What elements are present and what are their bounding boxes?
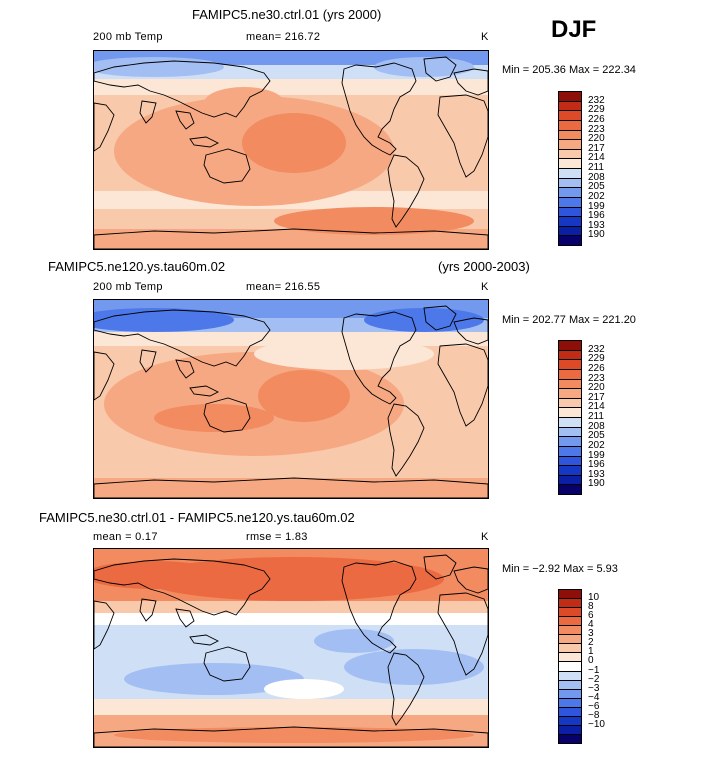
colorbar-tick-label: 193 — [588, 219, 605, 231]
season-label: DJF — [551, 16, 597, 43]
colorbar-tick-label: 4 — [588, 619, 594, 631]
colorbar-tick-label: 0 — [588, 655, 594, 667]
panel1-title: FAMIPC5.ne30.ctrl.01 (yrs 2000) — [192, 7, 382, 22]
colorbar-tick-label: −2 — [588, 673, 600, 685]
colorbar-tick-label: 220 — [588, 133, 605, 145]
colorbar-tick-label: −4 — [588, 691, 600, 703]
colorbar-tick-label: 229 — [588, 104, 605, 116]
colorbar-tick-label: 208 — [588, 171, 605, 183]
panel3-colorbar: 10 8 6 4 3 2 1 0 −1 −2 −3 −4 −6 −8 −10 — [558, 589, 605, 744]
panel3-rmse-label: rmse = 1.83 — [246, 531, 308, 543]
colorbar-tick-label: 223 — [588, 372, 605, 384]
colorbar-tick-label: 202 — [588, 439, 605, 451]
colorbar-tick-label: 10 — [588, 592, 600, 604]
colorbar-tick-label: 211 — [588, 411, 604, 422]
panel2-title-years: (yrs 2000-2003) — [438, 259, 530, 274]
colorbar-tick-label: 8 — [588, 601, 594, 613]
colorbar-tick-label: 232 — [588, 94, 605, 106]
colorbar-swatch — [558, 733, 582, 744]
colorbar-tick-label: 193 — [588, 468, 605, 480]
panel2-unit-label: K — [481, 281, 489, 293]
colorbar-tick-label: 211 — [588, 162, 604, 173]
colorbar-tick-label: 205 — [588, 181, 605, 193]
colorbar-tick-label: 1 — [588, 646, 594, 658]
panel2-map — [93, 299, 489, 499]
colorbar-tick-label: 214 — [588, 152, 605, 164]
panel1-mean-label: mean= 216.72 — [246, 31, 321, 43]
colorbar-tick-label: 6 — [588, 610, 594, 622]
colorbar-tick-label: −10 — [588, 718, 605, 730]
colorbar-tick-label: 190 — [588, 229, 605, 241]
colorbar-swatch — [558, 484, 582, 495]
colorbar-tick-label: 214 — [588, 401, 605, 413]
panel2-mean-label: mean= 216.55 — [246, 281, 321, 293]
colorbar-tick-label: 217 — [588, 142, 605, 154]
colorbar-tick-label: 220 — [588, 382, 605, 394]
colorbar-tick-label: 226 — [588, 362, 605, 374]
colorbar-tick-label: −8 — [588, 709, 600, 721]
panel3-minmax: Min = −2.92 Max = 5.93 — [502, 563, 618, 575]
colorbar-tick-label: −1 — [588, 664, 600, 676]
panel3-unit-label: K — [481, 531, 489, 543]
panel2-title: FAMIPC5.ne120.ys.tau60m.02 — [48, 259, 226, 274]
colorbar-tick-label: 199 — [588, 449, 605, 461]
panel2-variable-label: 200 mb Temp — [93, 281, 163, 293]
panel1-variable-label: 200 mb Temp — [93, 31, 163, 43]
panel3-map — [93, 548, 489, 748]
colorbar-tick-label: 232 — [588, 343, 605, 355]
colorbar-tick-label: 208 — [588, 420, 605, 432]
colorbar-tick-label: 190 — [588, 478, 605, 490]
colorbar-tick-label: 196 — [588, 210, 605, 222]
colorbar-tick-label: 205 — [588, 430, 605, 442]
panel2-minmax: Min = 202.77 Max = 221.20 — [502, 314, 636, 326]
colorbar-tick-label: 3 — [588, 628, 594, 640]
colorbar-tick-label: 226 — [588, 113, 605, 125]
panel3-mean-label: mean = 0.17 — [93, 531, 158, 543]
panel1-colorbar: 232 229 226 223 220 217 214 211 208 205 202 199 196 1… — [558, 91, 605, 246]
colorbar-swatch — [558, 235, 582, 246]
colorbar-tick-label: 196 — [588, 459, 605, 471]
colorbar-tick-label: −6 — [588, 700, 600, 712]
colorbar-tick-label: 202 — [588, 190, 605, 202]
panel3-title: FAMIPC5.ne30.ctrl.01 - FAMIPC5.ne120.ys.… — [39, 510, 355, 525]
panel1-minmax: Min = 205.36 Max = 222.34 — [502, 64, 636, 76]
panel2-colorbar: 232 229 226 223 220 217 214 211 208 205 202 199 196 1… — [558, 340, 605, 495]
panel1-unit-label: K — [481, 31, 489, 43]
colorbar-tick-label: −3 — [588, 682, 600, 694]
colorbar-tick-label: 229 — [588, 353, 605, 365]
colorbar-tick-label: 223 — [588, 123, 605, 135]
colorbar-tick-label: 217 — [588, 391, 605, 403]
panel1-map — [93, 50, 489, 250]
colorbar-tick-label: 2 — [588, 637, 594, 649]
colorbar-tick-label: 199 — [588, 200, 605, 212]
